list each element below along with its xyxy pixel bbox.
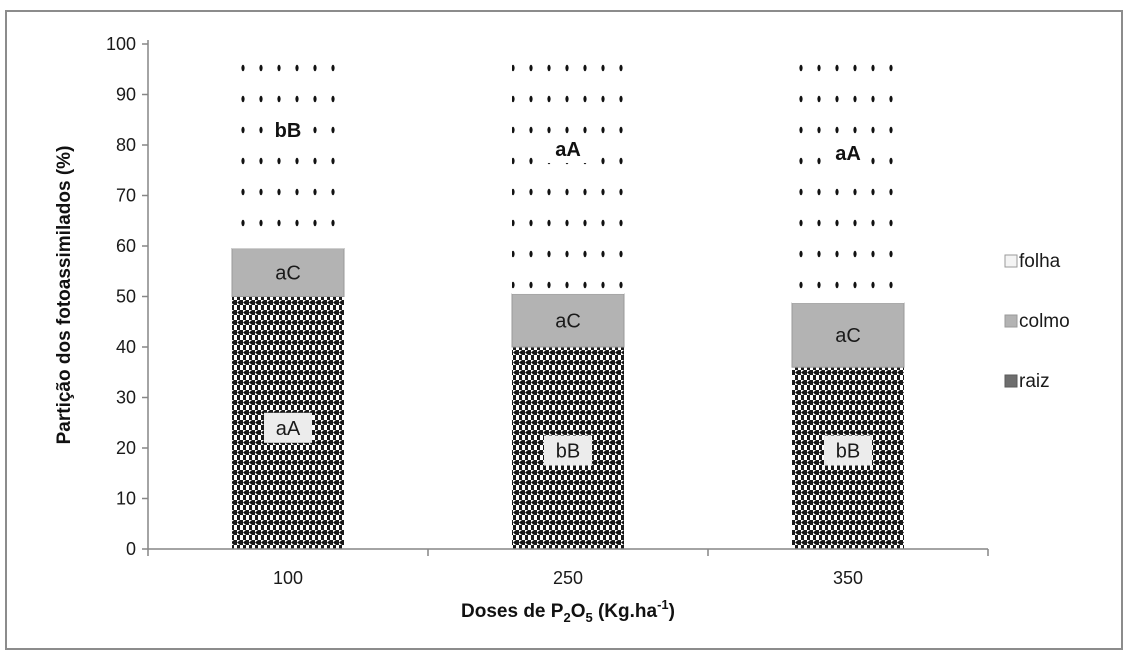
bar-folha-250	[512, 44, 624, 294]
y-axis-title: Partição dos fotoassimilados (%)	[54, 146, 75, 445]
bar-folha-350	[792, 44, 904, 304]
legend: folha colmo raiz	[1004, 251, 1070, 392]
y-tick-label: 90	[116, 85, 136, 105]
label-colmo-100: aC	[275, 263, 301, 285]
label-folha-100: bB	[275, 120, 302, 142]
label-folha-250: aA	[555, 139, 581, 161]
y-tick-label: 40	[116, 337, 136, 357]
y-tick-label: 100	[106, 34, 136, 54]
y-tick-label: 20	[116, 438, 136, 458]
y-tick-label: 30	[116, 388, 136, 408]
x-axis-title-sub1: 2	[563, 610, 570, 625]
axes	[147, 40, 988, 550]
label-bg-folha-100	[266, 116, 310, 144]
label-bg-raiz-250	[544, 435, 592, 466]
segment-labels: aA aC bB bB aC aA bB aC aA	[264, 116, 872, 466]
x-tick-label-100: 100	[273, 568, 303, 588]
x-tick-label-250: 250	[553, 568, 583, 588]
label-colmo-250: aC	[555, 310, 581, 332]
legend-swatch-colmo	[1004, 314, 1018, 328]
bar-colmo-350	[791, 302, 905, 368]
legend-swatch-raiz	[1004, 374, 1018, 388]
x-tick-label-350: 350	[833, 568, 863, 588]
bar-colmo-250	[511, 293, 625, 348]
y-tick-label: 50	[116, 287, 136, 307]
x-axis-title-mid: O	[571, 601, 586, 622]
label-raiz-250: bB	[556, 441, 580, 463]
y-tick-label: 10	[116, 489, 136, 509]
label-folha-350: aA	[835, 143, 861, 165]
label-bg-raiz-350	[824, 435, 872, 466]
legend-label-colmo: colmo	[1019, 311, 1070, 332]
y-tick-label: 70	[116, 186, 136, 206]
x-axis-title-prefix: Doses de P	[461, 601, 564, 622]
x-axis-title-suffix: (Kg.ha	[593, 601, 658, 622]
label-bg-folha-350	[826, 139, 870, 167]
x-axis-title: Doses de P2O5 (Kg.ha-1)	[461, 597, 675, 625]
y-ticks: 0 10 20 30 40 50 60 70 80 90 100	[106, 34, 148, 559]
label-raiz-350: bB	[836, 441, 860, 463]
bar-folha-100	[232, 44, 344, 249]
y-tick-label: 80	[116, 135, 136, 155]
legend-swatch-folha	[1004, 254, 1018, 268]
y-tick-label: 0	[126, 539, 136, 559]
label-raiz-100: aA	[276, 418, 301, 440]
label-colmo-350: aC	[835, 325, 861, 347]
x-axis-title-sup: -1	[657, 597, 669, 612]
y-tick-label: 60	[116, 236, 136, 256]
legend-label-folha: folha	[1019, 251, 1061, 272]
bars-layer	[231, 44, 905, 549]
legend-label-raiz: raiz	[1019, 371, 1050, 392]
x-axis-title-end: )	[669, 601, 675, 622]
x-ticks: 100 250 350	[147, 549, 989, 588]
label-bg-folha-250	[546, 135, 590, 163]
label-bg-raiz-100	[264, 412, 312, 443]
x-axis-title-sub2: 5	[585, 610, 592, 625]
